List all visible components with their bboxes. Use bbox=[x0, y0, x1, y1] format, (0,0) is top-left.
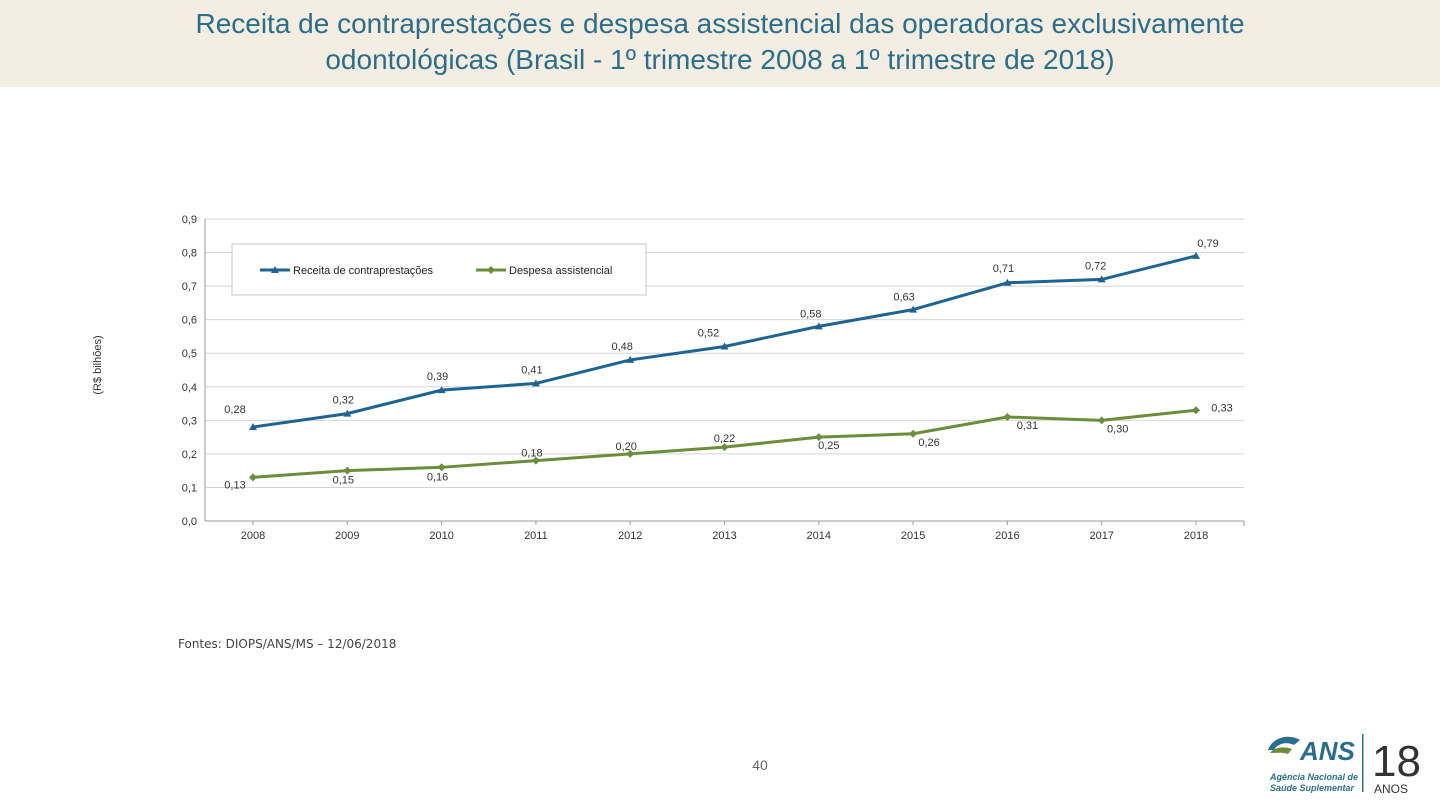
data-point bbox=[720, 443, 729, 452]
y-tick-label: 0,7 bbox=[182, 281, 197, 293]
logo-years: 18 bbox=[1372, 737, 1421, 786]
y-tick-label: 0,0 bbox=[182, 516, 197, 528]
data-point bbox=[1003, 412, 1012, 421]
legend-label: Despesa assistencial bbox=[509, 265, 612, 277]
data-label: 0,41 bbox=[521, 364, 542, 376]
y-tick-label: 0,9 bbox=[182, 214, 197, 226]
data-label: 0,72 bbox=[1085, 260, 1106, 272]
y-tick-label: 0,8 bbox=[182, 248, 197, 260]
x-tick-label: 2013 bbox=[712, 530, 736, 542]
data-point bbox=[1192, 406, 1200, 415]
x-tick-label: 2014 bbox=[807, 530, 831, 542]
y-tick-label: 0,6 bbox=[182, 315, 197, 327]
title-bar bbox=[0, 0, 1440, 87]
data-label: 0,25 bbox=[818, 440, 839, 452]
page-number: 40 bbox=[752, 757, 768, 773]
data-point bbox=[626, 449, 635, 458]
title-line-1: Receita de contraprestações e despesa as… bbox=[195, 8, 1245, 39]
legend-marker bbox=[487, 266, 495, 274]
source-note: Fontes: DIOPS/ANS/MS – 12/06/2018 bbox=[178, 637, 397, 651]
data-point bbox=[814, 433, 823, 442]
logo-line-1: Agência Nacional de bbox=[1269, 772, 1358, 782]
data-point bbox=[249, 423, 257, 431]
data-point bbox=[437, 386, 446, 394]
y-tick-label: 0,3 bbox=[182, 415, 197, 427]
data-label: 0,32 bbox=[333, 395, 354, 407]
data-point bbox=[1192, 251, 1200, 259]
data-label: 0,22 bbox=[714, 433, 735, 445]
data-label: 0,16 bbox=[427, 471, 448, 483]
data-label: 0,28 bbox=[224, 404, 245, 416]
y-tick-label: 0,1 bbox=[182, 482, 197, 494]
data-label: 0,30 bbox=[1107, 423, 1128, 435]
data-label: 0,31 bbox=[1017, 420, 1038, 432]
data-point bbox=[343, 409, 352, 417]
legend-marker bbox=[271, 266, 279, 273]
y-tick-label: 0,5 bbox=[182, 348, 197, 360]
data-point bbox=[249, 473, 257, 482]
x-tick-label: 2012 bbox=[618, 530, 642, 542]
y-axis-title: (R$ bilhões) bbox=[92, 335, 104, 394]
data-label: 0,15 bbox=[333, 475, 354, 487]
y-tick-label: 0,4 bbox=[182, 382, 197, 394]
x-tick-label: 2018 bbox=[1184, 530, 1208, 542]
x-tick-label: 2016 bbox=[995, 530, 1019, 542]
data-point bbox=[437, 463, 446, 472]
data-point bbox=[343, 466, 352, 475]
legend-label: Receita de contraprestações bbox=[293, 265, 434, 277]
data-label: 0,26 bbox=[918, 437, 939, 449]
data-point bbox=[531, 379, 540, 387]
page-title: Receita de contraprestações e despesa as… bbox=[0, 6, 1440, 78]
data-point bbox=[814, 322, 823, 330]
logo-years-label: ANOS bbox=[1374, 782, 1408, 796]
logo-divider bbox=[1362, 734, 1364, 792]
data-label: 0,39 bbox=[427, 371, 448, 383]
data-label: 0,52 bbox=[698, 328, 719, 340]
y-tick-label: 0,2 bbox=[182, 449, 197, 461]
logo-line-2: Saúde Suplementar bbox=[1270, 783, 1355, 793]
logo-brand: ANS bbox=[1299, 736, 1356, 766]
title-line-2: odontológicas (Brasil - 1º trimestre 200… bbox=[325, 44, 1115, 75]
data-label: 0,71 bbox=[993, 263, 1014, 275]
x-tick-label: 2010 bbox=[429, 530, 453, 542]
data-label: 0,18 bbox=[521, 448, 542, 460]
x-tick-label: 2017 bbox=[1089, 530, 1113, 542]
x-tick-label: 2009 bbox=[335, 530, 359, 542]
data-point bbox=[909, 305, 918, 313]
ans-logo: ANS Agência Nacional de Saúde Suplementa… bbox=[1268, 734, 1421, 796]
x-tick-label: 2015 bbox=[901, 530, 925, 542]
data-label: 0,13 bbox=[224, 479, 245, 491]
x-tick-label: 2011 bbox=[524, 530, 548, 542]
data-point bbox=[720, 342, 729, 350]
data-label: 0,63 bbox=[893, 292, 914, 304]
data-point bbox=[1097, 275, 1106, 283]
ans-logo-icon bbox=[1268, 736, 1300, 754]
data-point bbox=[1003, 278, 1012, 286]
data-label: 0,79 bbox=[1197, 238, 1218, 250]
data-point bbox=[531, 456, 540, 465]
data-label: 0,33 bbox=[1211, 402, 1232, 414]
data-label: 0,58 bbox=[800, 308, 821, 320]
x-tick-label: 2008 bbox=[241, 530, 265, 542]
legend-box bbox=[231, 243, 647, 296]
data-point bbox=[909, 429, 918, 438]
data-label: 0,20 bbox=[615, 441, 636, 453]
data-point bbox=[1097, 416, 1106, 425]
data-point bbox=[626, 355, 635, 363]
data-label: 0,48 bbox=[611, 341, 632, 353]
